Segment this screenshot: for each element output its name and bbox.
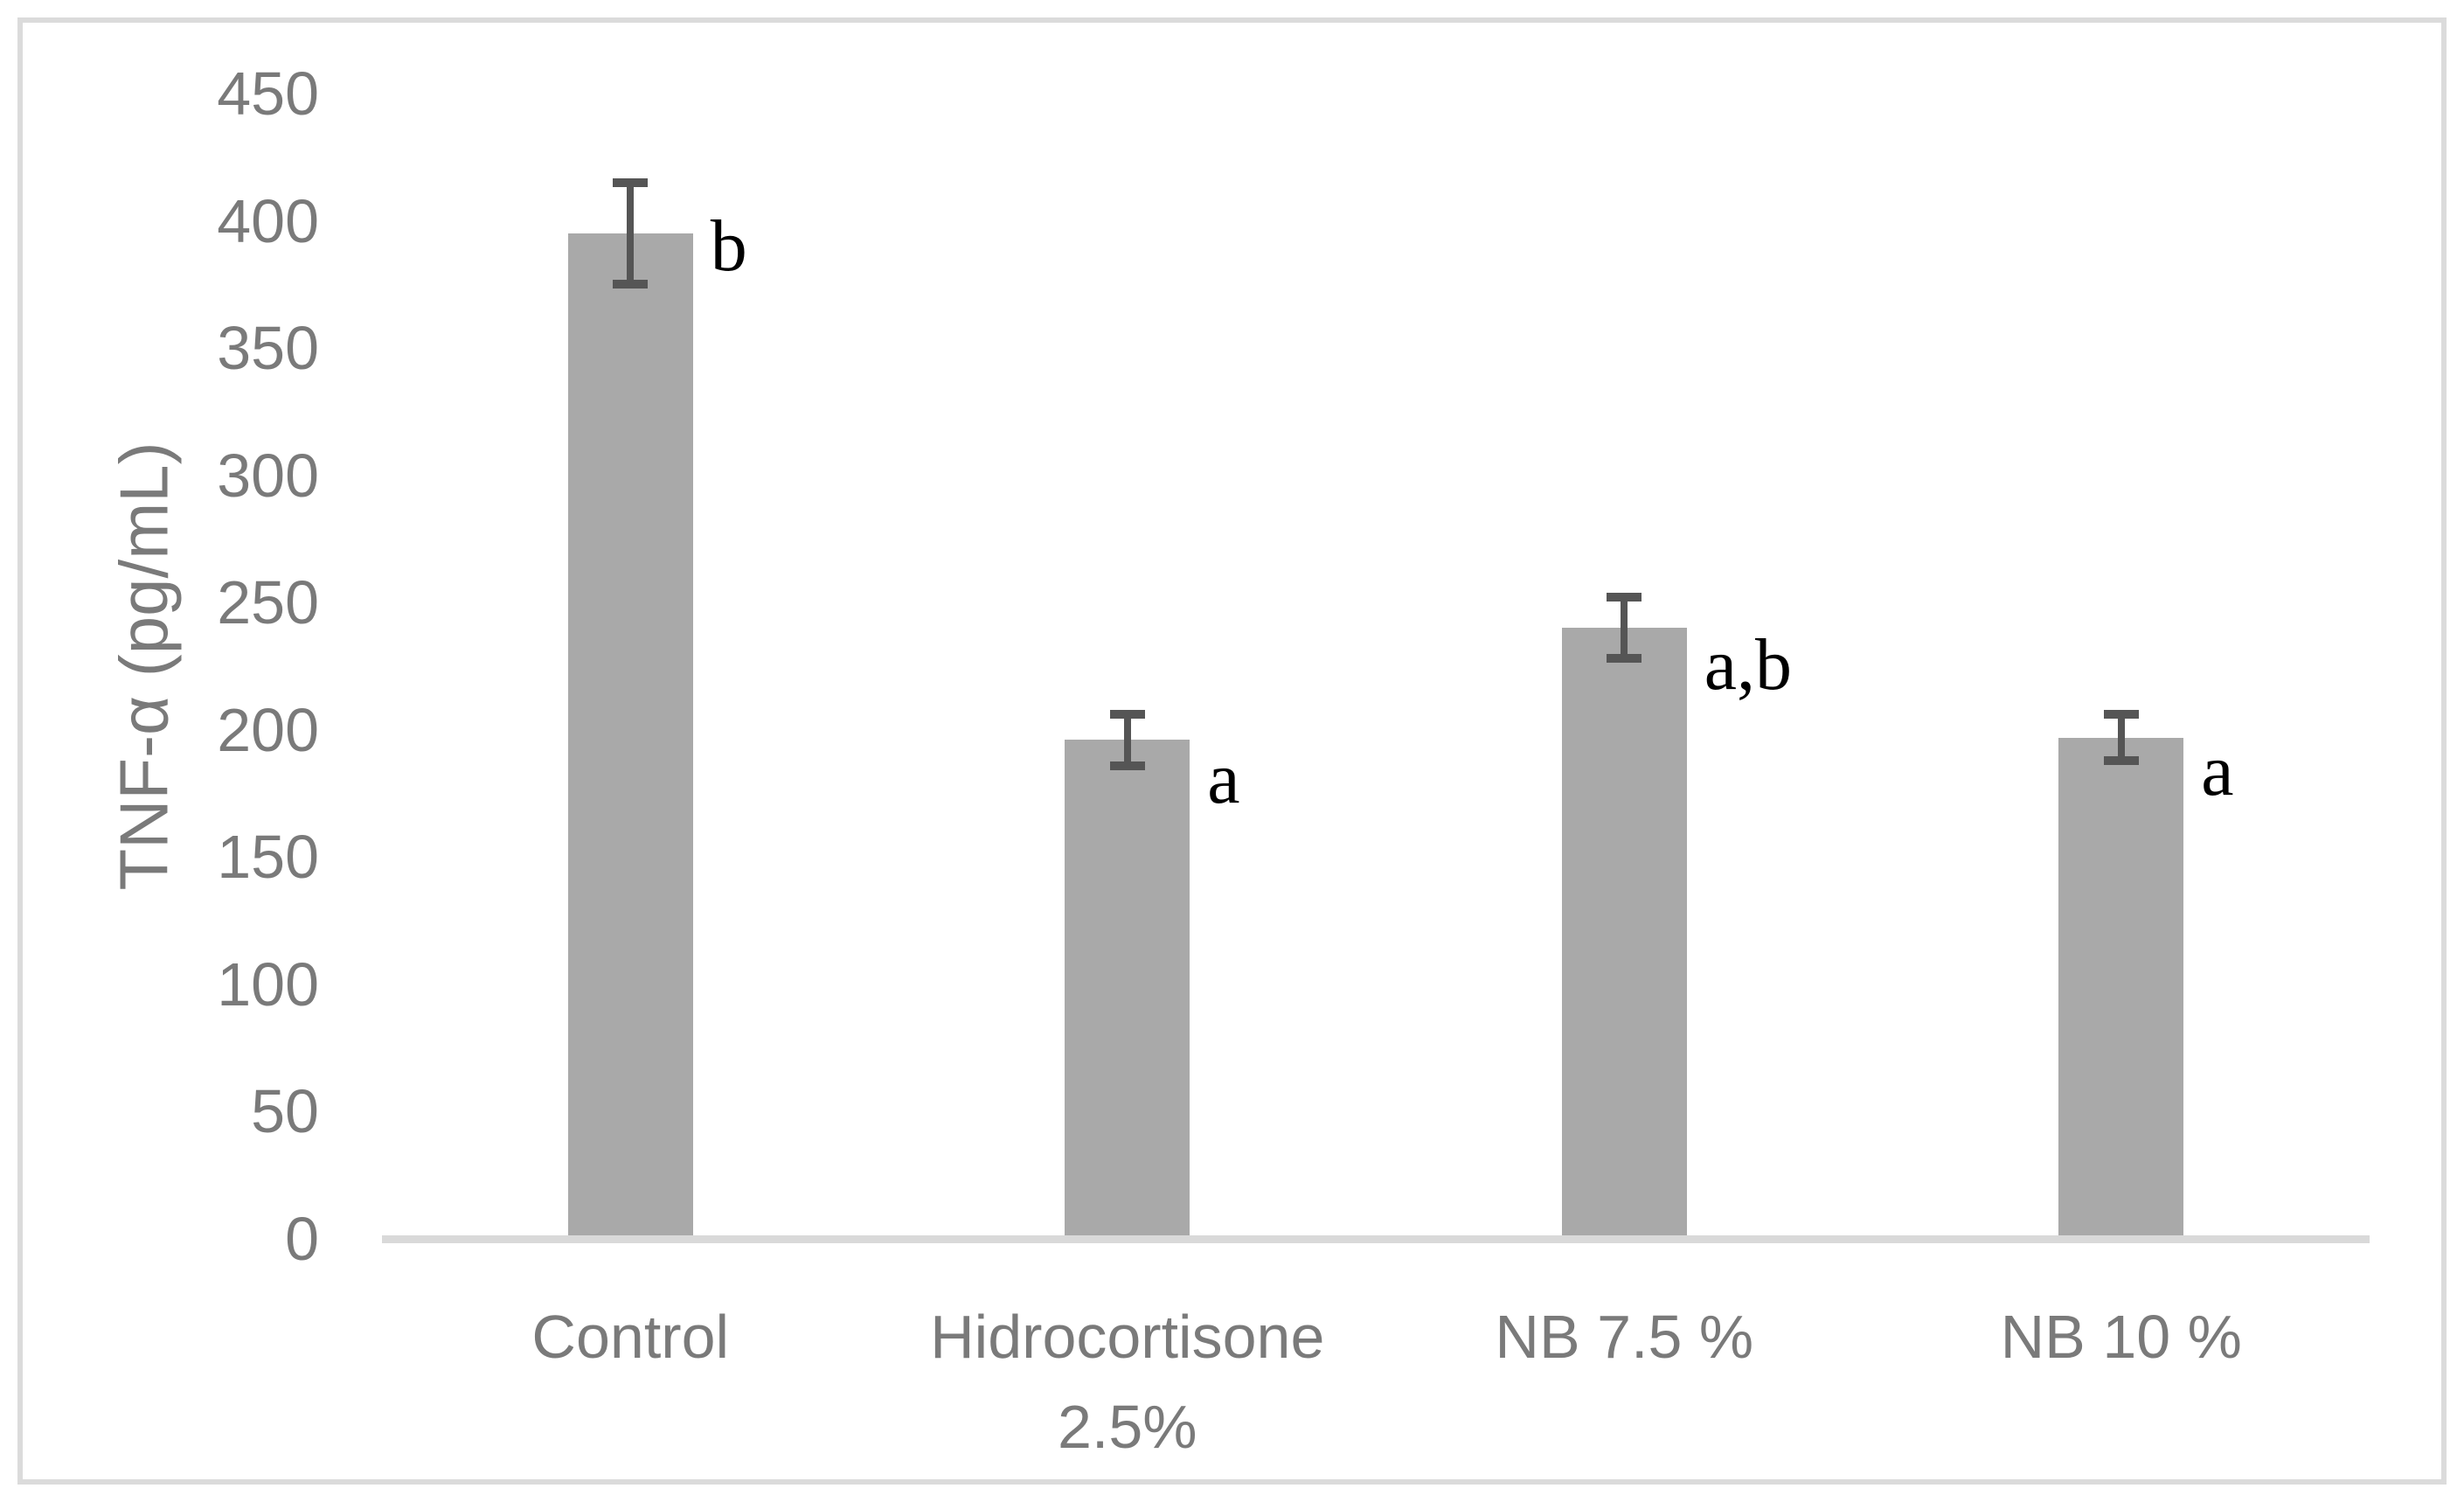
category-label: Control	[531, 1303, 730, 1371]
error-bar-cap-top	[1109, 710, 1145, 720]
error-bar-cap-top	[2103, 710, 2139, 720]
error-bar	[2117, 714, 2125, 761]
error-bar-cap-bottom	[613, 280, 649, 289]
error-bar-cap-top	[613, 177, 649, 187]
category-label: Hidrocortisone 2.5%	[930, 1303, 1325, 1461]
error-bar	[1621, 597, 1628, 659]
error-bar	[1123, 714, 1131, 766]
bar-nb-7-5	[1561, 628, 1687, 1239]
bar-control	[567, 233, 693, 1239]
error-bar-cap-bottom	[2103, 755, 2139, 765]
error-bar-cap-top	[1607, 593, 1642, 602]
error-bar-cap-bottom	[1607, 654, 1642, 664]
category-label: NB 7.5 %	[1495, 1303, 1754, 1371]
category-label: NB 10 %	[2000, 1303, 2242, 1371]
bar-hidrocortisone-2-5	[1065, 740, 1190, 1239]
x-axis-line	[382, 1235, 2370, 1243]
bar-nb-10	[2058, 737, 2184, 1239]
error-bar-cap-bottom	[1109, 761, 1145, 770]
error-bar	[627, 182, 635, 285]
